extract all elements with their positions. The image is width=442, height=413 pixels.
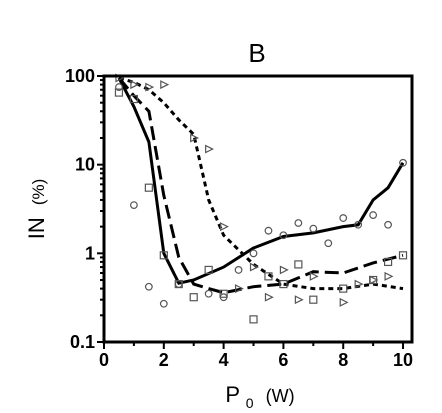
triangle-marker — [205, 144, 215, 154]
circle-marker — [324, 239, 333, 248]
svg-text:P 0 (W): P 0 (W) — [225, 382, 294, 413]
y-tick-label: 100 — [65, 66, 95, 86]
triangle-marker — [384, 271, 394, 281]
triangle-marker — [279, 265, 289, 275]
svg-text:IN (%): IN (%) — [24, 179, 49, 240]
y-axis-label-text: IN — [24, 217, 49, 239]
y-tick-label: 1 — [85, 243, 95, 263]
square-marker — [339, 284, 348, 293]
square-marker — [294, 260, 303, 269]
y-tick-label: 0.1 — [70, 332, 95, 352]
square-marker — [159, 251, 168, 260]
circle-marker — [249, 249, 258, 258]
y-tick-label: 10 — [75, 155, 95, 175]
x-axis-label-unit: (W) — [266, 386, 295, 406]
y-axis-label-unit: (%) — [29, 179, 48, 205]
triangle-marker — [294, 295, 304, 305]
x-tick-label: 8 — [338, 350, 348, 370]
circle-marker — [279, 231, 288, 240]
triangle-marker — [190, 133, 200, 143]
triangle-marker — [249, 262, 259, 272]
plot-markers — [114, 73, 408, 324]
x-tick-label: 0 — [99, 350, 109, 370]
plot-lines — [117, 76, 405, 295]
series-line-dotted — [118, 76, 404, 291]
square-marker — [219, 289, 228, 298]
x-tick-label: 6 — [278, 350, 288, 370]
circle-marker — [339, 214, 348, 222]
circle-marker — [159, 299, 168, 308]
square-marker — [174, 279, 183, 289]
triangle-marker — [220, 222, 229, 232]
triangle-marker — [264, 292, 274, 302]
square-marker — [189, 293, 198, 302]
triangle-marker — [145, 82, 155, 92]
triangle-marker — [339, 297, 349, 307]
circle-marker — [115, 83, 123, 91]
square-marker — [309, 295, 318, 304]
x-axis-label-text: P — [225, 382, 239, 407]
circle-marker — [384, 220, 392, 229]
square-marker — [114, 88, 124, 97]
plot-frame — [102, 74, 414, 344]
x-tick-label: 10 — [393, 350, 413, 370]
square-marker — [129, 94, 139, 104]
square-marker — [144, 183, 153, 192]
x-tick-label: 4 — [219, 350, 229, 370]
circle-marker — [309, 224, 318, 233]
circle-marker — [354, 220, 363, 229]
circle-marker — [264, 226, 273, 235]
circle-marker — [144, 282, 153, 291]
x-axis-label-subscript: 0 — [246, 395, 254, 411]
y-axis-label: IN (%) — [24, 179, 49, 240]
circle-marker — [234, 266, 243, 274]
series-line-solid — [117, 77, 405, 285]
triangle-marker — [234, 284, 244, 294]
triangle-marker — [369, 275, 379, 285]
x-axis-label: P 0 (W) — [225, 382, 294, 413]
square-marker — [279, 279, 288, 289]
circle-marker — [369, 211, 378, 219]
circle-marker — [294, 219, 303, 227]
series-line-dashed — [117, 77, 404, 295]
circle-marker — [130, 201, 138, 209]
square-marker — [204, 265, 213, 275]
triangle-marker — [130, 80, 140, 90]
chart-title: B — [248, 38, 265, 68]
circle-marker — [204, 289, 213, 298]
x-tick-label: 2 — [159, 350, 169, 370]
square-marker — [249, 315, 258, 324]
triangle-marker — [309, 271, 319, 281]
triangle-marker — [354, 279, 364, 289]
square-marker — [398, 251, 408, 260]
square-marker — [264, 272, 273, 281]
square-marker — [383, 257, 393, 267]
circle-marker — [399, 158, 407, 167]
triangle-marker — [160, 80, 170, 90]
